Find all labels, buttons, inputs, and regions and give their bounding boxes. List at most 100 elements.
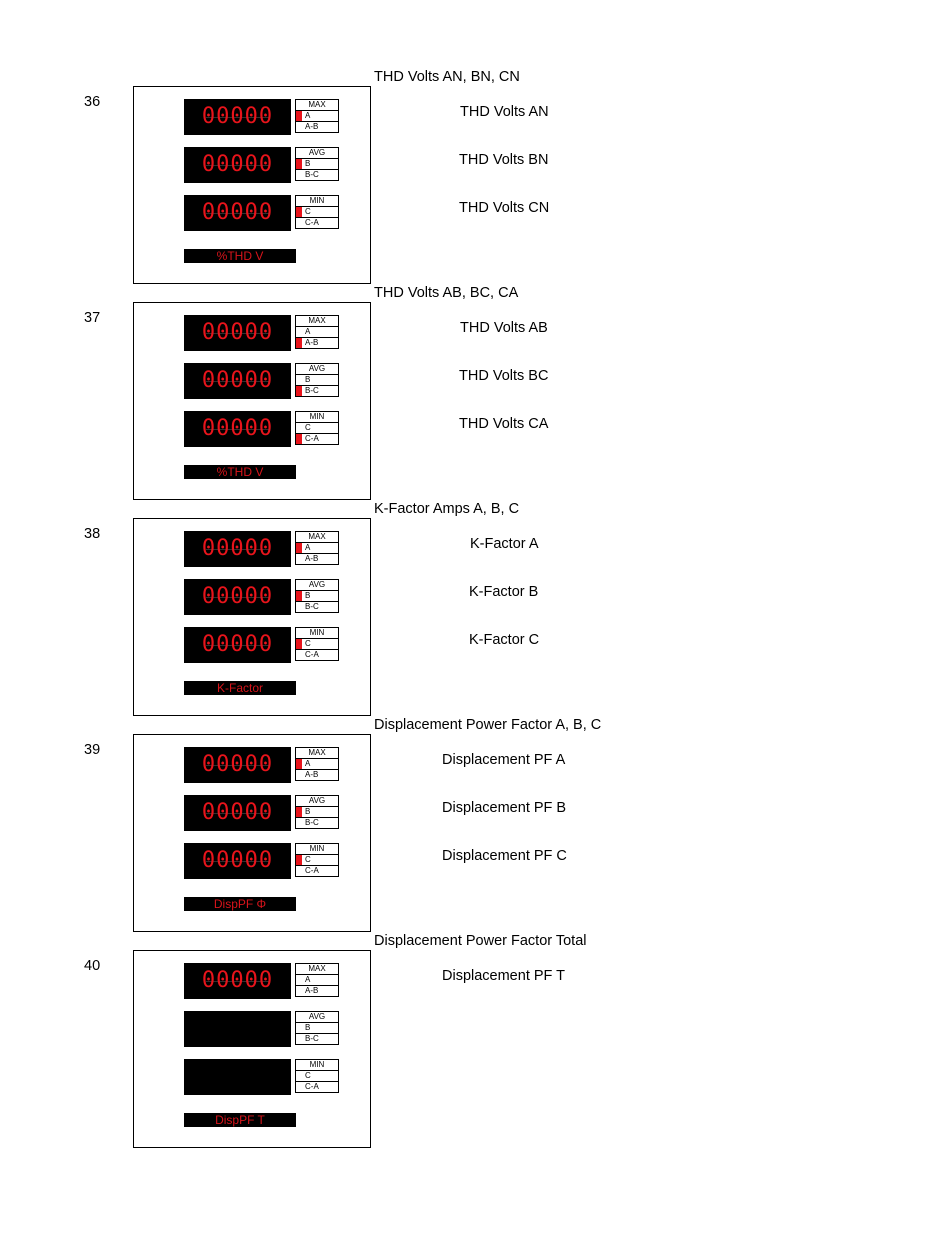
selector-cell: A-B xyxy=(295,553,339,565)
phase-selector: MAX A A-B xyxy=(295,963,339,999)
display-label: DispPF T xyxy=(215,1113,265,1127)
active-indicator xyxy=(296,639,302,649)
selector-label: MAX xyxy=(308,100,326,109)
selector-label: MAX xyxy=(308,532,326,541)
selector-label: B xyxy=(305,1023,311,1032)
segment-divider xyxy=(206,381,269,382)
meter-faceplate: 00000 MAX A A-B 00000 AVG B B-C 00000 MIN C C-A %THD… xyxy=(133,86,371,284)
selector-label: A xyxy=(305,111,311,120)
selector-label: B xyxy=(305,591,311,600)
led-display: 00000 xyxy=(184,147,291,183)
selector-label: MIN xyxy=(309,1060,325,1069)
selector-label: A-B xyxy=(305,986,319,995)
selector-label: B xyxy=(305,807,311,816)
phase-selector: MIN C C-A xyxy=(295,1059,339,1095)
selector-label: B-C xyxy=(305,818,319,827)
led-display: 00000 xyxy=(184,195,291,231)
section-number: 39 xyxy=(84,742,101,758)
led-digits: 00000 xyxy=(201,752,274,777)
active-indicator xyxy=(296,386,302,396)
selector-cell: C-A xyxy=(295,649,339,661)
segment-divider xyxy=(206,813,269,814)
section-number: 36 xyxy=(84,94,101,110)
meter-section: THD Volts AN, BN, CN 36 THD Volts AN THD Vo… xyxy=(0,69,950,302)
selector-label: B-C xyxy=(305,170,319,179)
led-display: 00000 xyxy=(184,795,291,831)
active-indicator xyxy=(296,807,302,817)
selector-cell: A-B xyxy=(295,985,339,997)
selector-label: A xyxy=(305,327,311,336)
active-indicator xyxy=(296,207,302,217)
selector-label: MIN xyxy=(309,628,325,637)
section-number: 40 xyxy=(84,958,101,974)
led-display: 00000 xyxy=(184,315,291,351)
selector-label: A-B xyxy=(305,554,319,563)
led-display: 00000 xyxy=(184,531,291,567)
row-description: THD Volts BC xyxy=(459,368,549,384)
selector-label: A-B xyxy=(305,338,319,347)
led-display xyxy=(184,1011,291,1047)
active-indicator xyxy=(296,543,302,553)
led-digits: 00000 xyxy=(201,632,274,657)
segment-divider xyxy=(206,429,269,430)
active-indicator xyxy=(296,159,302,169)
led-display: 00000 xyxy=(184,411,291,447)
display-label-bar: DispPF T xyxy=(184,1113,296,1127)
meter-section: THD Volts AB, BC, CA 37 THD Volts AB THD Vo… xyxy=(0,285,950,518)
phase-selector: MIN C C-A xyxy=(295,843,339,879)
selector-label: A xyxy=(305,975,311,984)
led-display: 00000 xyxy=(184,579,291,615)
segment-divider xyxy=(206,645,269,646)
led-display: 00000 xyxy=(184,963,291,999)
meter-section: K-Factor Amps A, B, C 38 K-Factor A K-Facto… xyxy=(0,501,950,734)
selector-label: AVG xyxy=(308,580,326,589)
selector-label: B-C xyxy=(305,602,319,611)
display-label-bar: %THD V xyxy=(184,465,296,479)
selector-cell: B-C xyxy=(295,385,339,397)
phase-selector: AVG B B-C xyxy=(295,1011,339,1047)
selector-label: C xyxy=(305,855,311,864)
row-description: THD Volts CN xyxy=(459,200,550,216)
section-number: 38 xyxy=(84,526,101,542)
section-title: K-Factor Amps A, B, C xyxy=(374,501,520,517)
phase-selector: MAX A A-B xyxy=(295,315,339,351)
led-digits: 00000 xyxy=(201,848,274,873)
selector-label: AVG xyxy=(308,364,326,373)
selector-label: C xyxy=(305,639,311,648)
selector-label: B xyxy=(305,375,311,384)
phase-selector: AVG B B-C xyxy=(295,363,339,399)
selector-cell: C-A xyxy=(295,1081,339,1093)
led-digits: 00000 xyxy=(201,104,274,129)
selector-cell: C-A xyxy=(295,217,339,229)
led-display: 00000 xyxy=(184,747,291,783)
section-title: Displacement Power Factor Total xyxy=(374,933,587,949)
display-label: %THD V xyxy=(216,249,264,263)
phase-selector: AVG B B-C xyxy=(295,795,339,831)
segment-divider xyxy=(206,765,269,766)
selector-cell: B-C xyxy=(295,601,339,613)
led-digits: 00000 xyxy=(201,584,274,609)
led-display: 00000 xyxy=(184,843,291,879)
selector-label: C-A xyxy=(305,866,319,875)
selector-label: C xyxy=(305,423,311,432)
selector-label: C-A xyxy=(305,218,319,227)
meter-section: Displacement Power Factor Total 40 Displac… xyxy=(0,933,950,1166)
selector-cell: A-B xyxy=(295,769,339,781)
phase-selector: MIN C C-A xyxy=(295,627,339,663)
selector-cell: C-A xyxy=(295,865,339,877)
display-label: K-Factor xyxy=(216,681,263,695)
segment-divider xyxy=(206,861,269,862)
selector-cell: B-C xyxy=(295,169,339,181)
segment-divider xyxy=(206,117,269,118)
row-description: Displacement PF C xyxy=(442,848,567,864)
row-description: THD Volts AB xyxy=(460,320,548,336)
led-display: 00000 xyxy=(184,627,291,663)
selector-label: C-A xyxy=(305,434,319,443)
row-description: THD Volts AN xyxy=(460,104,549,120)
led-digits: 00000 xyxy=(201,416,274,441)
active-indicator xyxy=(296,591,302,601)
selector-label: A-B xyxy=(305,122,319,131)
selector-cell: A-B xyxy=(295,121,339,133)
led-digits: 00000 xyxy=(201,968,274,993)
phase-selector: MIN C C-A xyxy=(295,411,339,447)
